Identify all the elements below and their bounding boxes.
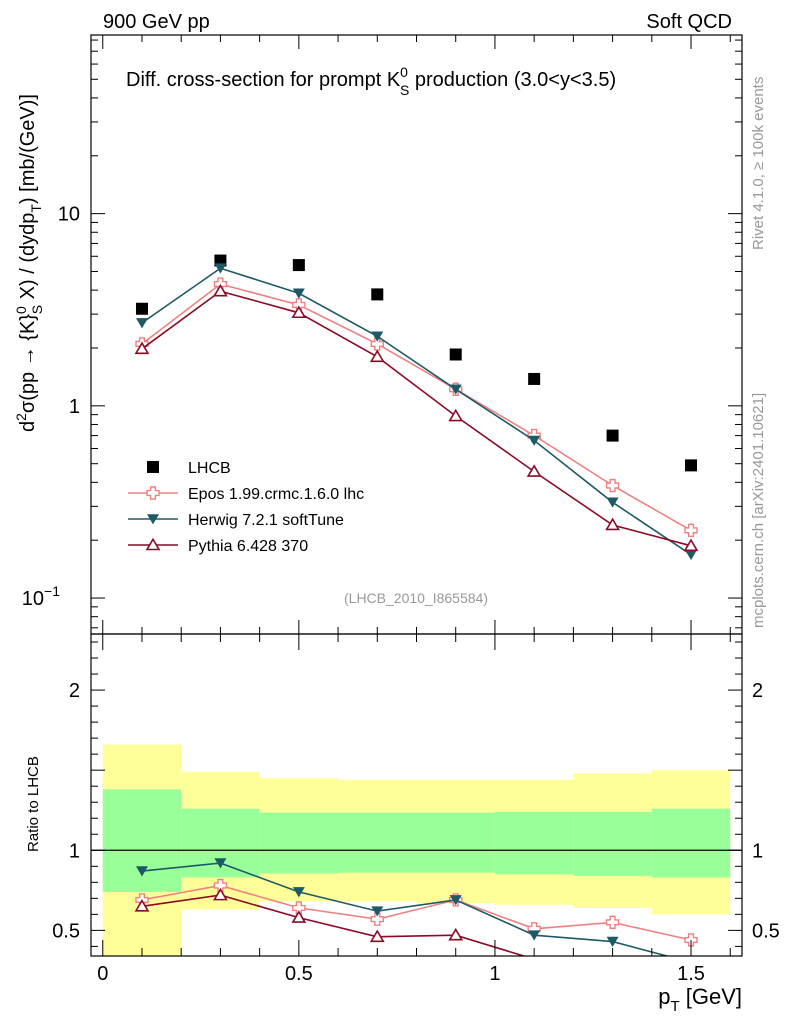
ratio-epos-point (605, 915, 620, 930)
pythia-point (683, 538, 699, 552)
lhcb-point (685, 459, 698, 472)
rivet-label: Rivet 4.1.0, ≥ 100k events (750, 77, 767, 250)
main-plot: 10 1 10−1 LHCB Epos 1.99.crmc.1.6.0 lhc Herwi… (22, 34, 743, 635)
pythia-line (141, 290, 692, 547)
herwig-point (528, 435, 541, 446)
epos-point (684, 523, 698, 538)
ratio-herwig-point (214, 858, 227, 869)
ratio-content (91, 744, 742, 956)
main-series-group (134, 254, 699, 561)
pythia-point (526, 464, 542, 477)
legend-herwig-marker (147, 514, 159, 525)
ratio-herwig-point (135, 866, 148, 877)
ratio-plot: 2 2 1 1 0.5 0.5 0 0.5 1 1.5 (52, 633, 780, 985)
ratio-pythia-point (291, 910, 307, 923)
mcplots-label: mcplots.cern.ch [arXiv:2401.10621] (750, 393, 767, 628)
epos-point (605, 478, 620, 493)
ratio-ytick-label-right: 0.5 (752, 920, 780, 942)
x-tick-label: 0.5 (285, 963, 313, 985)
x-axis-label: pT [GeV] (658, 984, 742, 1015)
pythia-point (369, 349, 385, 363)
ratio-band-inner (102, 789, 182, 892)
ratio-herwig-line (141, 862, 670, 956)
ratio-herwig-point (606, 936, 619, 947)
pythia-point (605, 517, 620, 531)
ratio-band-inner (338, 812, 417, 873)
analysis-label: (LHCB_2010_I865584) (344, 590, 488, 606)
ratio-ytick-label-left: 0.5 (52, 920, 80, 942)
header-right: Soft QCD (646, 11, 732, 33)
ratio-epos-point (370, 912, 384, 926)
main-ylabel: d2σ(pp → {K}0S X) / (dydpT) [mb/(GeV)] (13, 94, 45, 432)
main-ytick-label: 10−1 (22, 583, 60, 610)
legend-epos-label: Epos 1.99.crmc.1.6.0 lhc (188, 486, 364, 503)
ratio-band-inner (573, 811, 652, 876)
ratio-herwig-point (449, 895, 462, 906)
ratio-band-inner (416, 812, 495, 873)
legend-pythia-marker (145, 537, 161, 551)
ratio-band-inner (494, 811, 574, 875)
ratio-ytick-label-right: 1 (752, 840, 763, 862)
x-tick-label: 0 (97, 963, 108, 985)
pythia-point (213, 283, 228, 297)
ratio-ytick-label-right: 2 (752, 680, 763, 702)
herwig-point (685, 549, 698, 561)
x-tick-label: 1 (489, 963, 500, 985)
ratio-band-inner (259, 812, 339, 874)
ratio-ytick-label-left: 1 (69, 840, 80, 862)
pythia-point (134, 341, 150, 355)
legend-lhcb-marker (147, 461, 159, 473)
herwig-point (214, 263, 227, 274)
main-title: Diff. cross-section for prompt K0 S produ… (126, 64, 616, 98)
herwig-point (292, 288, 305, 299)
epos-line (141, 283, 692, 532)
lhcb-point (135, 302, 148, 315)
ratio-epos-point (292, 901, 306, 915)
ratio-ylabel: Ratio to LHCB (25, 756, 42, 852)
herwig-point (135, 318, 148, 329)
ratio-pythia-point (213, 887, 228, 901)
herwig-point (449, 384, 462, 395)
herwig-point (606, 497, 619, 508)
lhcb-point (528, 372, 541, 385)
lhcb-point (371, 288, 384, 301)
lhcb-point (606, 429, 619, 442)
epos-point (370, 337, 384, 351)
ratio-pythia-point (448, 927, 464, 941)
ratio-pythia-point (369, 929, 385, 943)
ratio-herwig-point (371, 906, 384, 917)
main-ytick-label: 1 (69, 396, 80, 418)
legend-lhcb-label: LHCB (188, 460, 231, 477)
ratio-herwig-point (528, 930, 541, 941)
ratio-pythia-point (134, 899, 150, 912)
legend-herwig-label: Herwig 7.2.1 softTune (188, 512, 344, 529)
main-ytick-label: 10 (58, 204, 80, 226)
pythia-point (448, 408, 464, 422)
ratio-epos-point (213, 878, 228, 893)
pythia-point (291, 305, 307, 319)
x-tick-label: 1.5 (677, 963, 705, 985)
lhcb-point (449, 348, 462, 361)
ratio-herwig-point (292, 887, 305, 898)
legend-epos-marker (146, 486, 160, 500)
lhcb-point (292, 259, 305, 272)
ratio-ytick-label-left: 2 (69, 680, 80, 702)
herwig-line (141, 267, 692, 556)
ratio-epos-point (684, 933, 698, 947)
herwig-point (371, 331, 384, 342)
ratio-pythia-line (141, 894, 527, 956)
legend-pythia-label: Pythia 6.428 370 (188, 538, 308, 555)
ratio-epos-line (141, 884, 692, 941)
header-left: 900 GeV pp (103, 11, 210, 33)
ratio-band-inner (651, 808, 731, 878)
